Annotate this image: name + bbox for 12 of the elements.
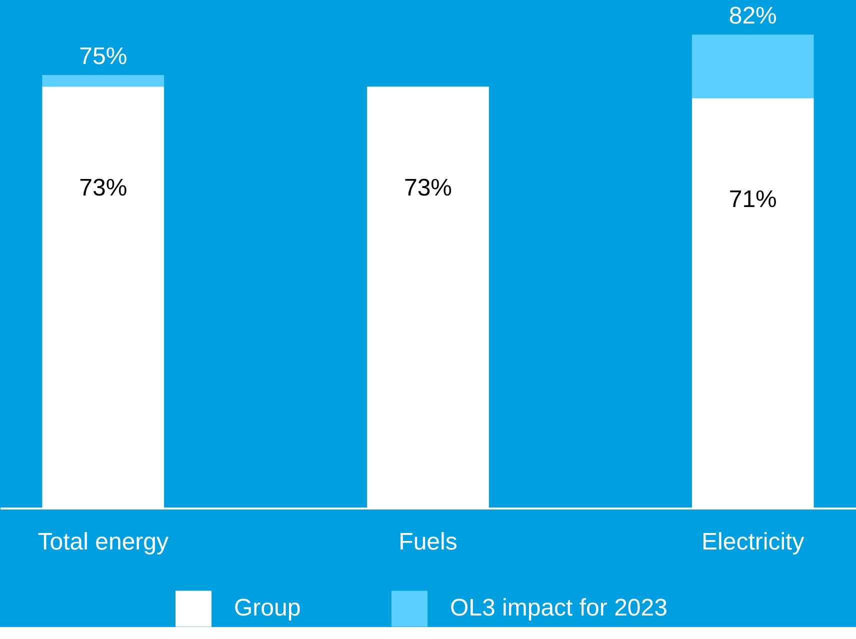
x-tick-label: Electricity xyxy=(702,528,804,556)
legend-label: OL3 impact for 2023 xyxy=(450,594,668,622)
x-tick-label: Total energy xyxy=(38,528,169,556)
data-label: 73% xyxy=(404,174,452,202)
total-label: 82% xyxy=(728,2,777,30)
data-label: 71% xyxy=(728,186,777,214)
x-tick-label: Fuels xyxy=(398,528,458,556)
data-label: 73% xyxy=(79,174,128,202)
bar xyxy=(692,34,814,98)
total-label: 75% xyxy=(79,43,128,70)
legend-label: Group xyxy=(234,594,301,622)
bar xyxy=(42,75,164,87)
